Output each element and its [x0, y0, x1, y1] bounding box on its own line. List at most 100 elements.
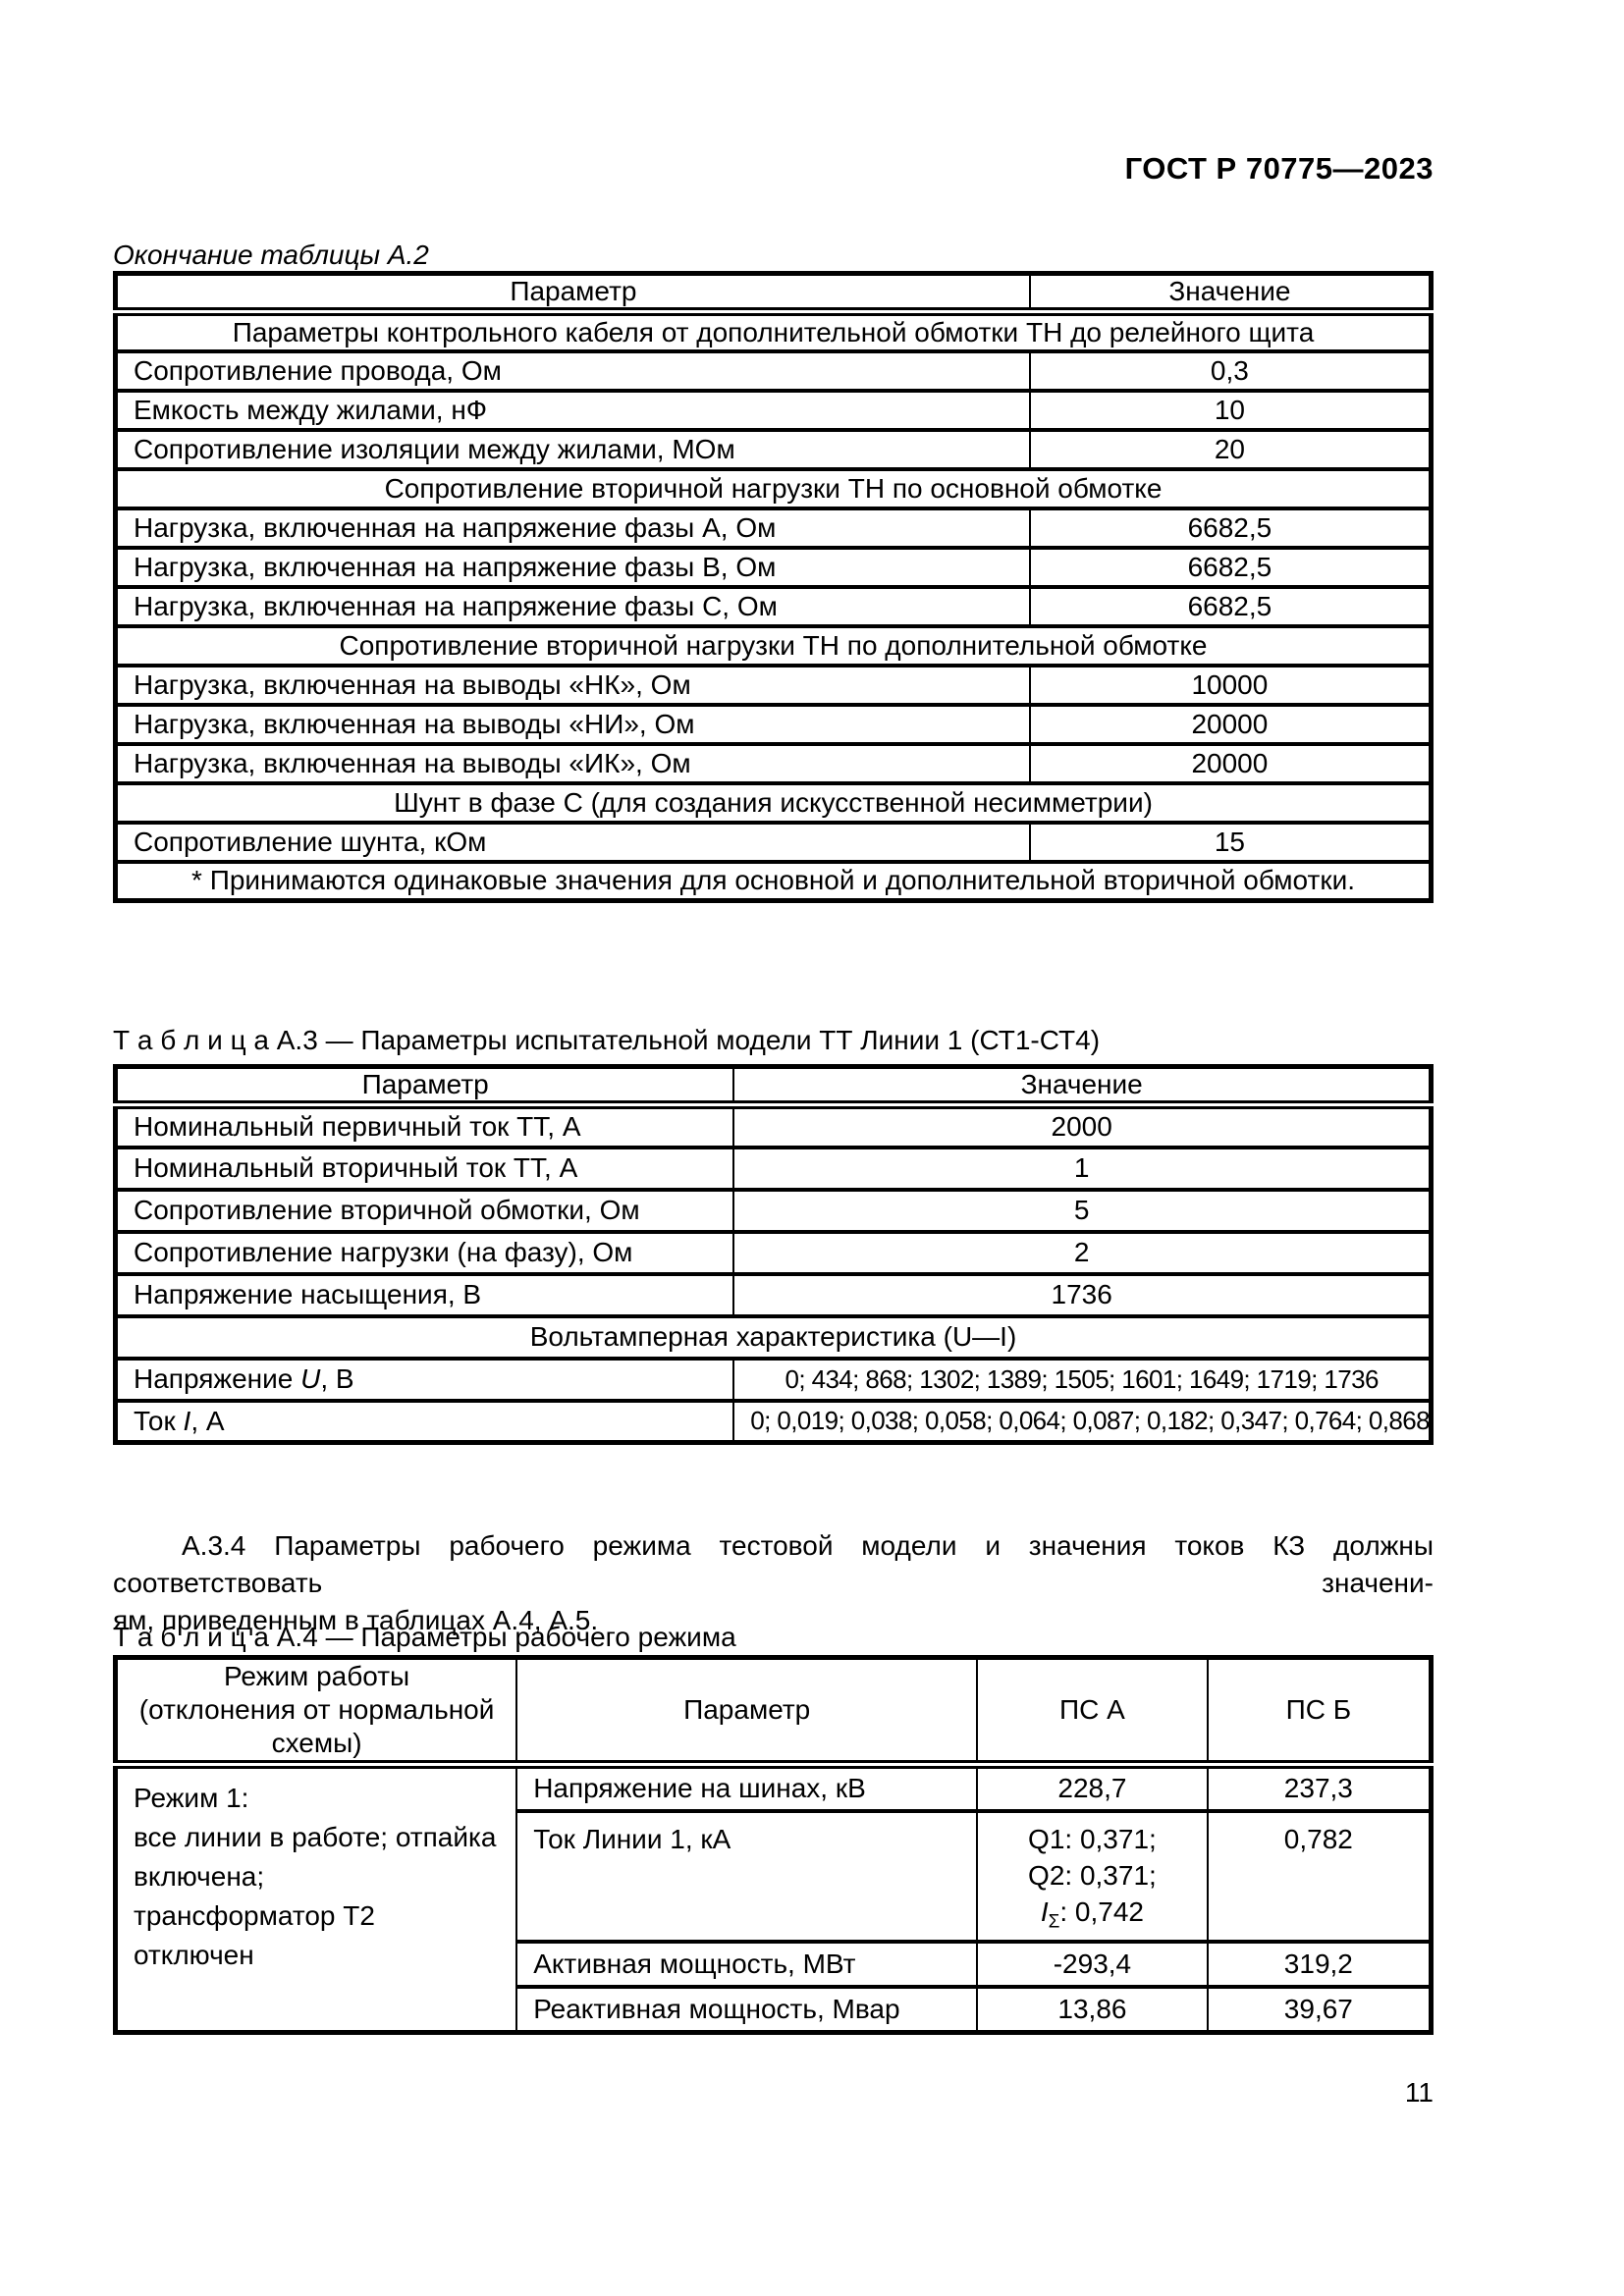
value-cell: 5: [732, 1187, 1433, 1234]
table-header-row: Параметр Значение: [114, 271, 1433, 316]
param-cell: Сопротивление нагрузки (на фазу), Ом: [114, 1229, 735, 1276]
section-row: Сопротивление вторичной нагрузки ТН по д…: [114, 623, 1433, 667]
param-cell: Напряжение на шинах, кВ: [515, 1762, 979, 1813]
table-a2-continuation-caption: Окончание таблицы А.2: [113, 240, 429, 270]
value-cell: 6682,5: [1028, 584, 1433, 628]
value-cell: 2: [732, 1229, 1433, 1276]
value-cell: 1: [732, 1145, 1433, 1192]
section-row: Шунт в фазе С (для создания искусственно…: [114, 780, 1433, 825]
value-cell-ps-b: 237,3: [1206, 1762, 1433, 1813]
document-code-header: ГОСТ Р 70775—2023: [1124, 151, 1434, 186]
table-row: Номинальный первичный ток ТТ, А 2000: [114, 1102, 1433, 1149]
paragraph-line: А.3.4 Параметры рабочего режима тестовой…: [113, 1530, 1434, 1598]
table-row: Сопротивление вторичной обмотки, Ом 5: [114, 1187, 1433, 1234]
param-cell: Напряжение насыщения, В: [114, 1271, 735, 1318]
param-cell: Нагрузка, включенная на выводы «НК», Ом: [114, 663, 1031, 707]
table-row: Нагрузка, включенная на выводы «НИ», Ом 2…: [114, 702, 1433, 746]
table-header-row: Параметр Значение: [114, 1064, 1433, 1109]
value-cell-ps-b: 319,2: [1206, 1940, 1433, 1990]
paragraph-line: ям, приведенным в таблицах А.4, А.5.: [113, 1605, 599, 1635]
table-row: Нагрузка, включенная на выводы «НК», Ом 1…: [114, 663, 1433, 707]
param-cell: Сопротивление провода, Ом: [114, 348, 1031, 393]
table-row: Сопротивление шунта, кОм 15: [114, 820, 1433, 864]
table-a3: Параметр Значение Номинальный первичный …: [113, 1064, 1434, 1445]
table-row: Нагрузка, включенная на выводы «ИК», Ом 2…: [114, 741, 1433, 785]
table-header-row: Режим работы (отклонения от нормальной сх…: [114, 1655, 1433, 1769]
param-cell: Активная мощность, МВт: [515, 1940, 979, 1990]
table-row: Нагрузка, включенная на напряжение фазы …: [114, 584, 1433, 628]
value-cell-ps-a: Q1: 0,371; Q2: 0,371; IΣ: 0,742: [976, 1808, 1209, 1945]
table-row: Активная мощность, МВт -293,4 319,2: [116, 1940, 1433, 1990]
param-cell: Реактивная мощность, Мвар: [515, 1985, 979, 2035]
value-cell-ps-b: 39,67: [1206, 1985, 1433, 2035]
table-row: Ток Линии 1, кА Q1: 0,371; Q2: 0,371; IΣ…: [116, 1808, 1433, 1945]
value-cell: 1736: [732, 1271, 1433, 1318]
table-row: Режим 1: все линии в работе; отпайка вкл…: [114, 1762, 1433, 2035]
value-cell: 0; 434; 868; 1302; 1389; 1505; 1601; 164…: [732, 1356, 1433, 1403]
param-cell: Ток I, А: [114, 1398, 735, 1445]
param-cell: Сопротивление шунта, кОм: [114, 820, 1031, 864]
table-a4-title: Т а б л и ц а А.4 — Параметры рабочего р…: [113, 1622, 736, 1652]
value-cell: 0,3: [1028, 348, 1433, 393]
section-label: Параметры контрольного кабеля от дополни…: [114, 309, 1433, 353]
section-label: Вольтамперная характеристика (U—I): [114, 1313, 1433, 1361]
section-label: Сопротивление вторичной нагрузки ТН по о…: [114, 466, 1433, 510]
section-label: Шунт в фазе С (для создания искусственно…: [114, 780, 1433, 825]
column-header-ps-a: ПС А: [976, 1655, 1209, 1769]
table-row: Сопротивление изоляции между жилами, МОм…: [114, 427, 1433, 471]
value-cell: 0; 0,019; 0,038; 0,058; 0,064; 0,087; 0,…: [732, 1398, 1433, 1445]
value-cell: 10000: [1028, 663, 1433, 707]
page-number: 11: [1404, 2077, 1434, 2108]
column-header-ps-b: ПС Б: [1206, 1655, 1433, 1769]
param-cell: Емкость между жилами, нФ: [114, 388, 1031, 432]
value-cell: 2000: [732, 1102, 1433, 1149]
column-header-value: Значение: [1028, 271, 1433, 316]
section-label: Сопротивление вторичной нагрузки ТН по д…: [114, 623, 1433, 667]
column-header-param: Параметр: [515, 1655, 979, 1769]
param-cell: Напряжение U, В: [114, 1356, 735, 1403]
value-cell: 20000: [1028, 741, 1433, 785]
table-row-voltage-characteristic: Напряжение U, В 0; 434; 868; 1302; 1389;…: [114, 1356, 1433, 1403]
section-row: Вольтамперная характеристика (U—I): [114, 1313, 1433, 1361]
table-row: Емкость между жилами, нФ 10: [114, 388, 1433, 432]
variable-u: U: [300, 1363, 321, 1394]
section-row: Сопротивление вторичной нагрузки ТН по о…: [114, 466, 1433, 510]
table-row: Нагрузка, включенная на напряжение фазы …: [114, 545, 1433, 589]
param-cell: Нагрузка, включенная на напряжение фазы …: [114, 545, 1031, 589]
param-cell: Сопротивление изоляции между жилами, МОм: [114, 427, 1031, 471]
table-row-current-characteristic: Ток I, А 0; 0,019; 0,038; 0,058; 0,064; …: [114, 1398, 1433, 1445]
variable-i-sum: I: [1040, 1896, 1049, 1927]
table-row: Сопротивление провода, Ом 0,3: [114, 348, 1433, 393]
table-a3-title: Т а б л и ц а А.3 — Параметры испытатель…: [113, 1025, 1101, 1055]
table-a4: Режим работы (отклонения от нормальной сх…: [113, 1655, 1434, 2035]
table-row: Реактивная мощность, Мвар 13,86 39,67: [116, 1985, 1433, 2035]
value-cell: 6682,5: [1028, 545, 1433, 589]
column-header-param: Параметр: [114, 1064, 735, 1109]
param-cell: Номинальный вторичный ток ТТ, А: [114, 1145, 735, 1192]
column-header-value: Значение: [732, 1064, 1433, 1109]
value-cell-ps-a: 13,86: [976, 1985, 1209, 2035]
value-cell: 20000: [1028, 702, 1433, 746]
value-cell: 10: [1028, 388, 1433, 432]
section-row: Параметры контрольного кабеля от дополни…: [114, 309, 1433, 353]
value-cell: 15: [1028, 820, 1433, 864]
column-header-mode: Режим работы (отклонения от нормальной сх…: [114, 1655, 518, 1769]
value-cell-ps-a: -293,4: [976, 1940, 1209, 1990]
value-cell: 20: [1028, 427, 1433, 471]
param-cell: Нагрузка, включенная на выводы «ИК», Ом: [114, 741, 1031, 785]
table-row: Нагрузка, включенная на напряжение фазы …: [114, 506, 1433, 550]
param-cell: Ток Линии 1, кА: [515, 1808, 979, 1945]
value-cell: 6682,5: [1028, 506, 1433, 550]
table-row: Сопротивление нагрузки (на фазу), Ом 2: [114, 1229, 1433, 1276]
value-cell-ps-a: 228,7: [976, 1762, 1209, 1813]
param-cell: Нагрузка, включенная на выводы «НИ», Ом: [114, 702, 1031, 746]
table-row: Напряжение насыщения, В 1736: [114, 1271, 1433, 1318]
param-cell: Номинальный первичный ток ТТ, А: [114, 1102, 735, 1149]
footnote-row: * Принимаются одинаковые значения для ос…: [114, 859, 1433, 903]
mode-cell: Режим 1: все линии в работе; отпайка вкл…: [114, 1762, 518, 2035]
table-a2: Параметр Значение Параметры контрольного…: [113, 271, 1434, 903]
paragraph-a34: А.3.4 Параметры рабочего режима тестовой…: [113, 1527, 1434, 1639]
table-footnote: * Принимаются одинаковые значения для ос…: [114, 859, 1433, 903]
